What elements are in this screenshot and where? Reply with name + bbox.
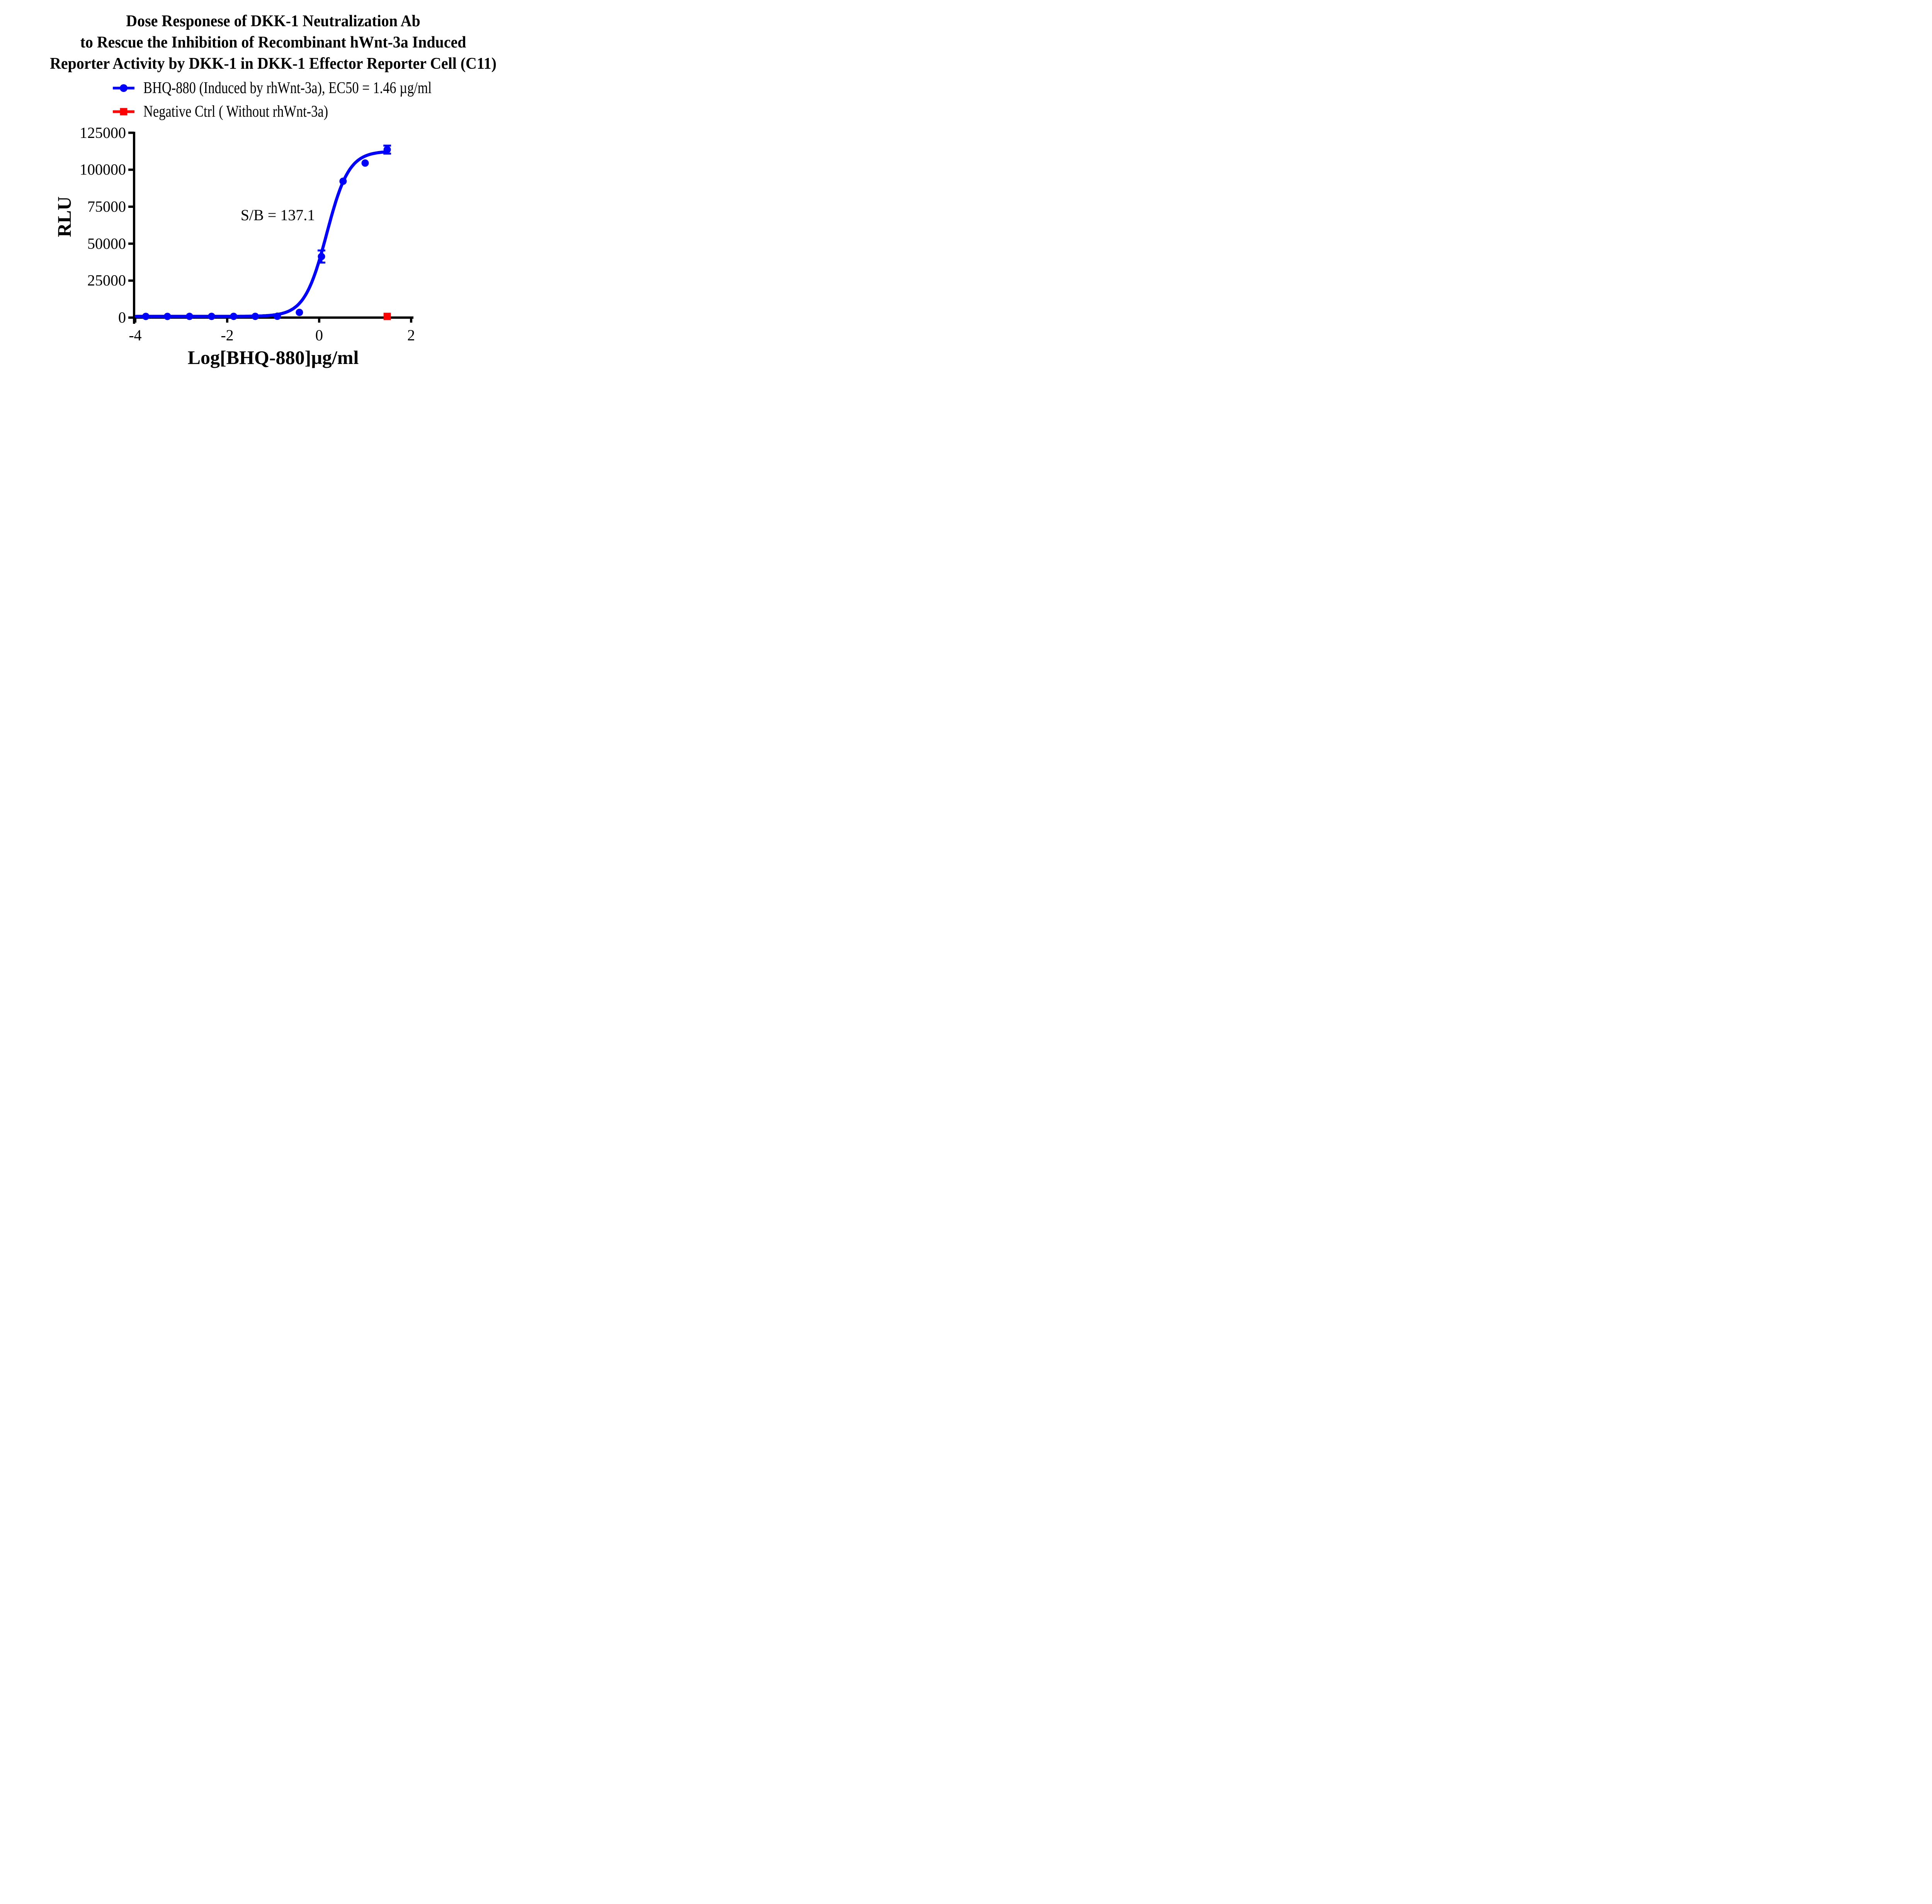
- y-tick-label: 25000: [87, 272, 126, 289]
- data-point-square: [383, 313, 391, 320]
- data-point-circle: [142, 313, 150, 320]
- y-axis-line: [133, 132, 135, 324]
- y-tick-label: 50000: [87, 235, 126, 252]
- chart-title-line-1: Dose Responese of DKK-1 Neutralization A…: [126, 12, 420, 30]
- signal-to-background-annotation: S/B = 137.1: [240, 206, 315, 224]
- y-axis-tick: [128, 168, 134, 171]
- blue-circle-marker-icon: [113, 84, 134, 92]
- x-tick-label: 0: [315, 326, 323, 344]
- x-tick-label: -2: [221, 326, 234, 344]
- red-square-marker-icon: [113, 108, 134, 116]
- data-point-circle: [274, 313, 281, 320]
- data-point-circle: [296, 309, 303, 316]
- chart-title-line-3: Reporter Activity by DKK-1 in DKK-1 Effe…: [50, 55, 497, 73]
- x-tick-label: -4: [129, 326, 142, 344]
- y-tick-label: 100000: [80, 161, 126, 178]
- legend-marker-circle-icon: [112, 78, 136, 98]
- data-point-circle: [185, 313, 193, 320]
- data-point-circle: [230, 313, 238, 320]
- x-axis-tick: [318, 318, 320, 323]
- chart-title: Dose Responese of DKK-1 Neutralization A…: [14, 11, 532, 75]
- x-tick-label: 2: [407, 326, 415, 344]
- data-point-circle: [318, 253, 325, 260]
- data-point-circle: [208, 313, 216, 320]
- y-axis-tick: [128, 316, 134, 319]
- legend-label-negative-ctrl: Negative Ctrl ( Without rhWnt-3a): [143, 103, 328, 121]
- dose-response-fit-curve: [134, 150, 389, 318]
- y-axis-tick: [128, 131, 134, 134]
- data-point-circle: [361, 159, 369, 167]
- y-axis-tick: [128, 279, 134, 282]
- y-tick-label: 75000: [87, 197, 126, 215]
- x-axis-tick: [226, 318, 228, 323]
- data-point-circle: [339, 177, 347, 185]
- chart-figure: Dose Responese of DKK-1 Neutralization A…: [0, 0, 546, 381]
- plot-area: [128, 131, 413, 324]
- legend-marker-square-icon: [112, 102, 136, 122]
- chart-title-line-2: to Rescue the Inhibition of Recombinant …: [80, 34, 466, 51]
- y-tick-label: 125000: [80, 124, 126, 141]
- y-axis-tick: [128, 242, 134, 245]
- y-axis-tick: [128, 205, 134, 208]
- legend-label-bhq880: BHQ-880 (Induced by rhWnt-3a), EC50 = 1.…: [143, 79, 432, 97]
- data-point-circle: [383, 146, 391, 153]
- data-point-circle: [252, 313, 259, 320]
- x-axis-tick: [410, 318, 412, 323]
- x-axis-title: Log[BHQ-880]µg/ml: [187, 347, 359, 368]
- data-point-circle: [163, 313, 171, 320]
- x-axis-tick: [134, 318, 136, 323]
- y-tick-label: 0: [118, 309, 126, 326]
- x-axis-line: [133, 316, 413, 319]
